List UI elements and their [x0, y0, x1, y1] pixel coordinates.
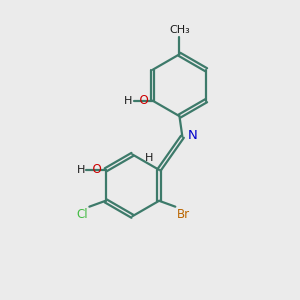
Text: N: N [188, 129, 197, 142]
Text: Cl: Cl [76, 208, 88, 221]
Text: H: H [124, 96, 132, 106]
Text: CH₃: CH₃ [169, 25, 190, 35]
Text: Br: Br [177, 208, 190, 221]
Text: O: O [132, 94, 149, 107]
Text: H: H [76, 165, 85, 175]
Text: O: O [85, 164, 102, 176]
Text: H: H [145, 152, 153, 163]
